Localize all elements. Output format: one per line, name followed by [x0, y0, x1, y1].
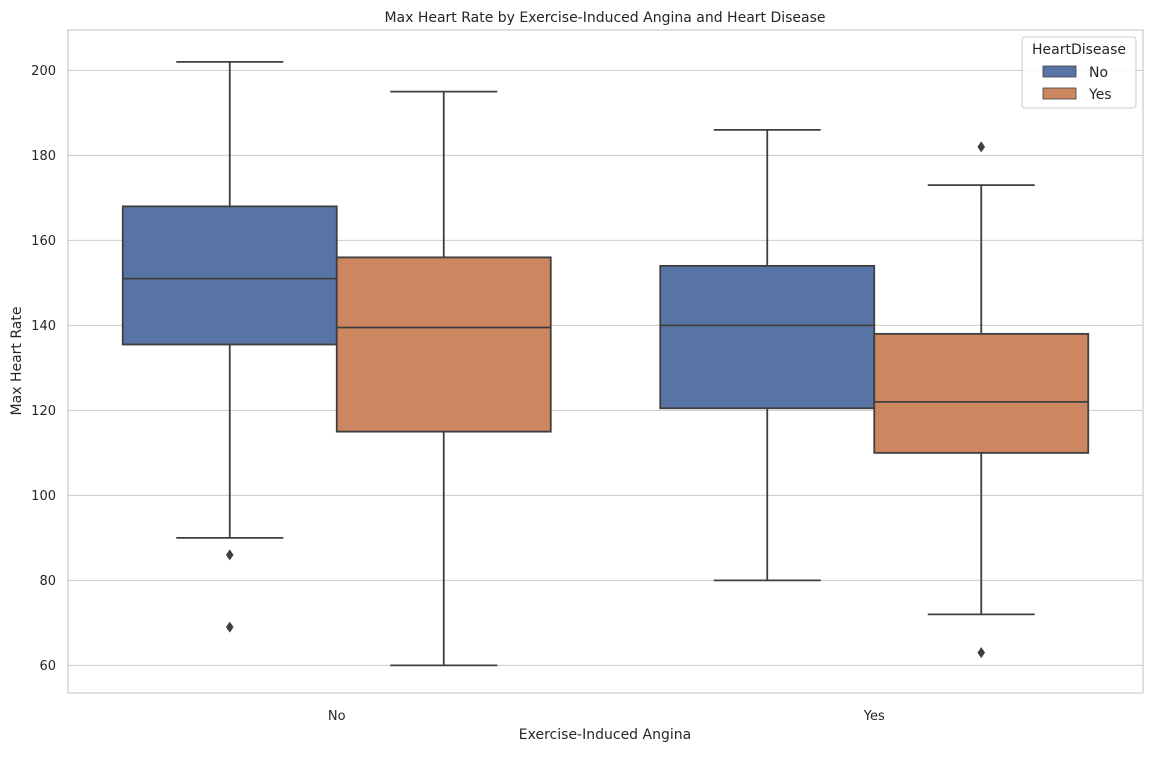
legend-label-no: No: [1089, 65, 1108, 81]
box-series-yes-cat-yes: [873, 141, 1090, 659]
box-series-yes-cat-no: [335, 90, 552, 667]
box-iqr: [873, 332, 1090, 454]
y-axis-label: Max Heart Rate: [9, 307, 25, 416]
box-iqr: [659, 264, 876, 410]
y-tick-label-200: 200: [31, 64, 56, 79]
y-tick-label-180: 180: [31, 149, 56, 164]
y-tick-label-100: 100: [31, 489, 56, 504]
y-tick-label-80: 80: [39, 574, 56, 589]
box-iqr: [335, 256, 552, 433]
outlier-point: [977, 647, 986, 659]
legend-label-yes: Yes: [1088, 87, 1112, 103]
chart-title: Max Heart Rate by Exercise-Induced Angin…: [384, 10, 825, 26]
y-tick-labels: 60 80 100 120 140 160 180 200: [31, 64, 56, 674]
outlier-point: [977, 141, 986, 153]
grid-lines: [68, 69, 1143, 666]
legend: HeartDisease No Yes: [1021, 36, 1137, 109]
x-tick-labels: No Yes: [328, 709, 885, 724]
plot-frame: [67, 29, 1144, 694]
y-tick-label-160: 160: [31, 234, 56, 249]
x-axis-label: Exercise-Induced Angina: [519, 727, 691, 743]
box-series-no-cat-no: [121, 60, 338, 633]
y-tick-label-60: 60: [39, 659, 56, 674]
x-tick-label-no: No: [328, 709, 346, 724]
y-tick-label-120: 120: [31, 404, 56, 419]
legend-swatch-no: [1042, 65, 1077, 78]
legend-swatch-yes: [1042, 87, 1077, 100]
y-tick-label-140: 140: [31, 319, 56, 334]
box-layer: [121, 60, 1090, 667]
box-series-no-cat-yes: [659, 128, 876, 582]
box-iqr: [121, 205, 338, 346]
outlier-point: [225, 549, 234, 561]
legend-title: HeartDisease: [1032, 42, 1126, 58]
x-tick-label-yes: Yes: [863, 709, 885, 724]
outlier-point: [225, 621, 234, 633]
